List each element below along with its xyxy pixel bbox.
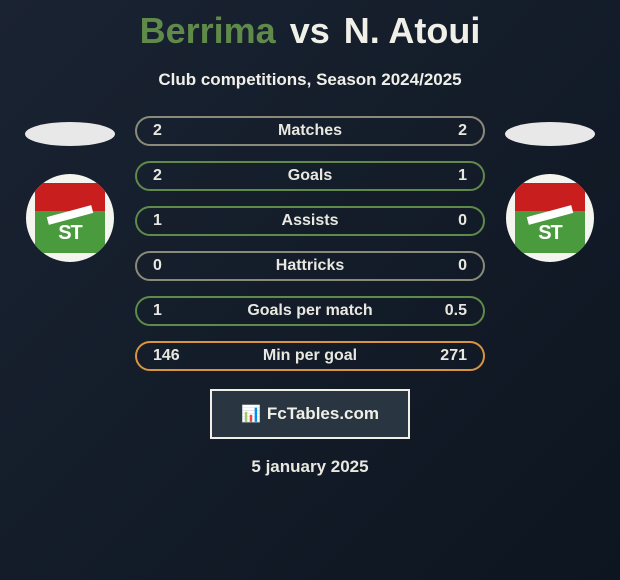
stat-label: Min per goal — [263, 347, 357, 365]
subtitle-text: Club competitions, Season 2024/2025 — [158, 70, 461, 90]
stat-left-value: 0 — [153, 257, 193, 275]
stat-left-value: 146 — [153, 347, 193, 365]
left-club-logo — [26, 174, 114, 262]
stat-left-value: 2 — [153, 122, 193, 140]
snapshot-date: 5 january 2025 — [251, 457, 368, 477]
branding-badge: 📊 FcTables.com — [210, 389, 410, 439]
stat-row-goals: 2 Goals 1 — [135, 161, 485, 191]
stat-row-min-per-goal: 146 Min per goal 271 — [135, 341, 485, 371]
stat-left-value: 1 — [153, 302, 193, 320]
stat-label: Assists — [282, 212, 339, 230]
vs-separator: vs — [290, 10, 330, 52]
right-logo-inner — [515, 183, 585, 253]
branding-text: FcTables.com — [267, 404, 379, 424]
stat-label: Matches — [278, 122, 342, 140]
right-ellipse — [505, 122, 595, 146]
left-side-column — [20, 116, 120, 262]
stat-row-hattricks: 0 Hattricks 0 — [135, 251, 485, 281]
stat-left-value: 1 — [153, 212, 193, 230]
stat-label: Goals — [288, 167, 332, 185]
stat-right-value: 0 — [427, 212, 467, 230]
stat-left-value: 2 — [153, 167, 193, 185]
stat-right-value: 1 — [427, 167, 467, 185]
stat-right-value: 2 — [427, 122, 467, 140]
stat-right-value: 0 — [427, 257, 467, 275]
left-ellipse — [25, 122, 115, 146]
stat-label: Hattricks — [276, 257, 344, 275]
stat-right-value: 271 — [427, 347, 467, 365]
stats-column: 2 Matches 2 2 Goals 1 1 Assists 0 0 Hatt… — [135, 116, 485, 371]
stat-label: Goals per match — [247, 302, 372, 320]
content-area: 2 Matches 2 2 Goals 1 1 Assists 0 0 Hatt… — [0, 116, 620, 371]
left-logo-inner — [35, 183, 105, 253]
comparison-title: Berrima vs N. Atoui — [140, 10, 481, 52]
right-side-column — [500, 116, 600, 262]
chart-icon: 📊 — [241, 404, 261, 424]
right-club-logo — [506, 174, 594, 262]
stat-row-goals-per-match: 1 Goals per match 0.5 — [135, 296, 485, 326]
stat-row-assists: 1 Assists 0 — [135, 206, 485, 236]
player-right-name: N. Atoui — [344, 10, 481, 52]
stat-row-matches: 2 Matches 2 — [135, 116, 485, 146]
player-left-name: Berrima — [140, 10, 276, 52]
stat-right-value: 0.5 — [427, 302, 467, 320]
